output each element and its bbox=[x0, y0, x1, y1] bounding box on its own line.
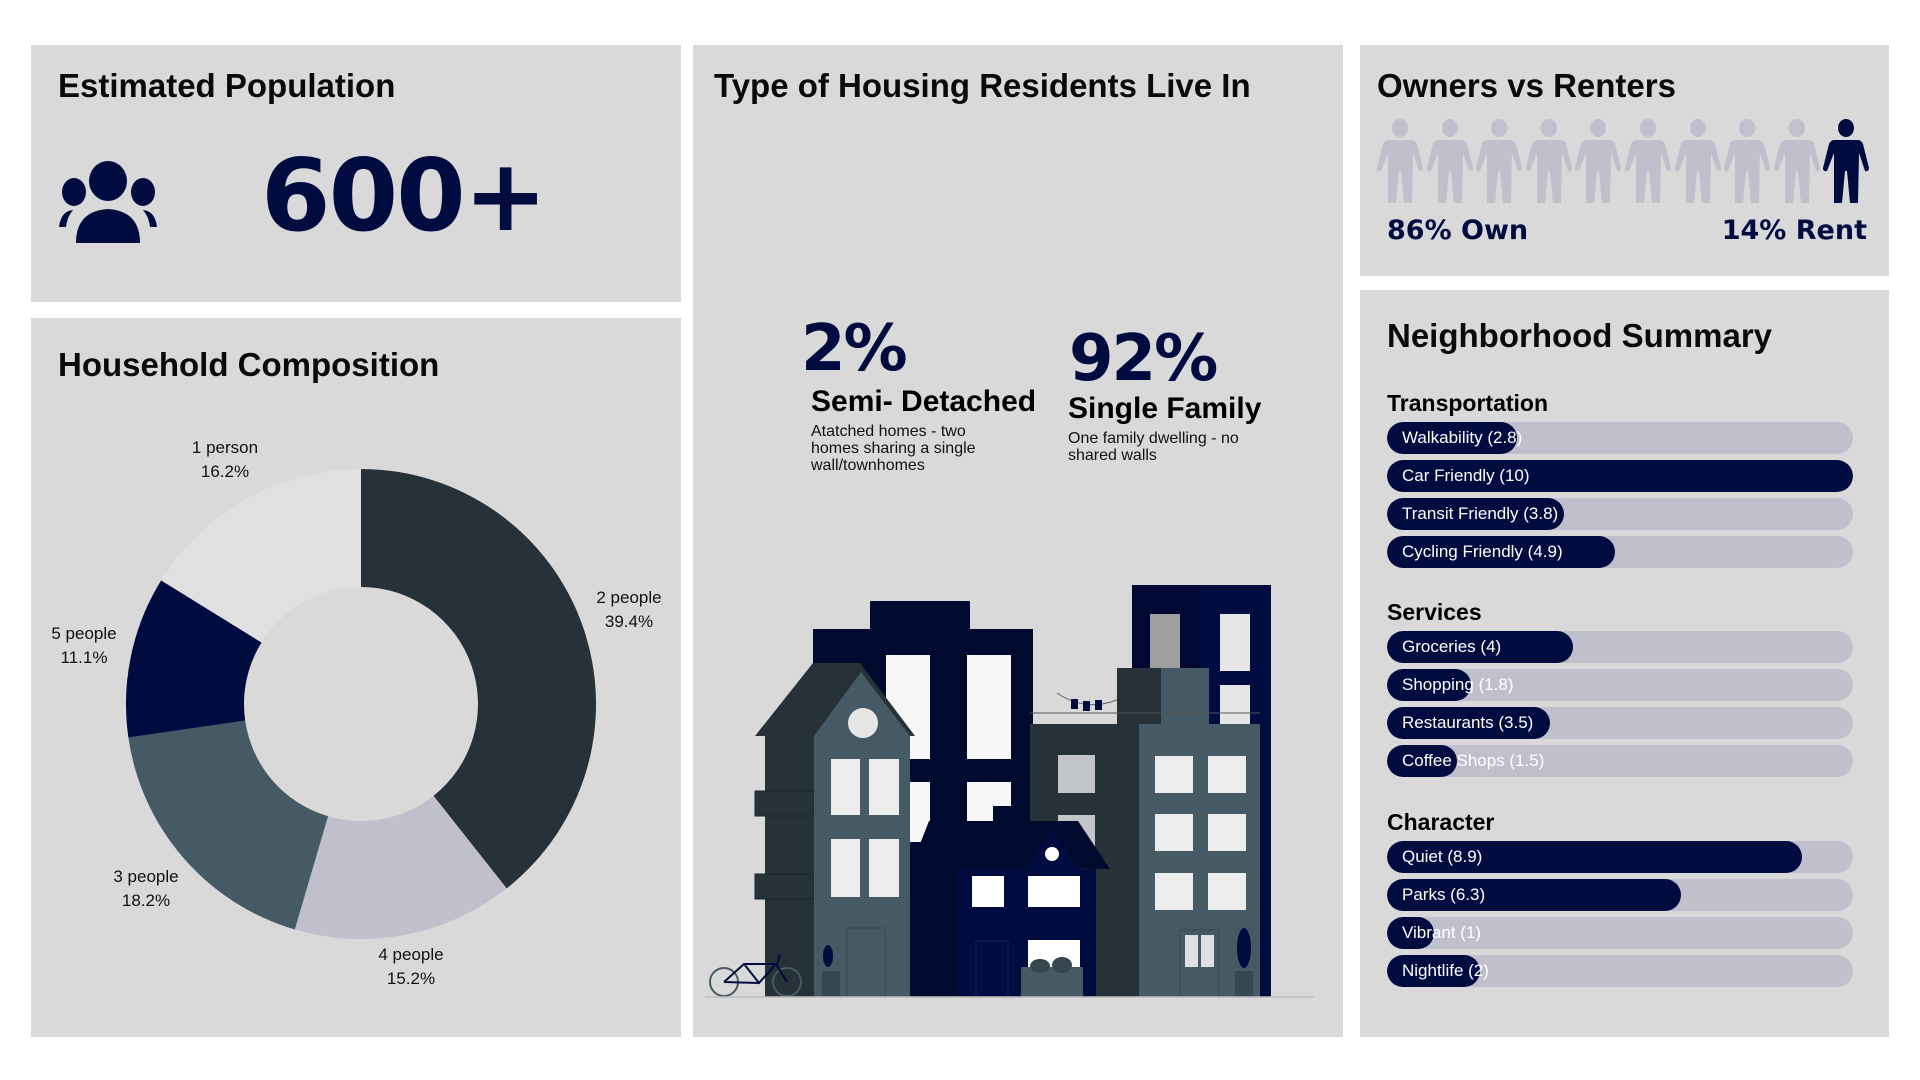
person-icon-owner bbox=[1625, 119, 1671, 205]
rating-bar-label: Cycling Friendly (4.9) bbox=[1402, 542, 1563, 561]
rating-bar-label: Transit Friendly (3.8) bbox=[1402, 504, 1559, 523]
rating-bar-fill bbox=[1387, 422, 1518, 454]
rating-bar: Walkability (2.8) bbox=[1387, 422, 1853, 454]
rating-bar: Coffee Shops (1.5) bbox=[1387, 745, 1853, 777]
donut-slice-5-people bbox=[126, 580, 262, 738]
rating-bar: Cycling Friendly (4.9) bbox=[1387, 536, 1853, 568]
rating-bar: Restaurants (3.5) bbox=[1387, 707, 1853, 739]
person-icon-owner bbox=[1426, 119, 1473, 205]
rating-bar-label: Car Friendly (10) bbox=[1402, 466, 1530, 485]
panel-title: Type of Housing Residents Live In bbox=[714, 67, 1251, 104]
rating-bar-fill bbox=[1387, 631, 1574, 663]
rating-bar-label: Quiet (8.9) bbox=[1402, 847, 1483, 866]
rating-bar: Groceries (4) bbox=[1387, 631, 1853, 663]
donut-slice-3-people bbox=[128, 720, 329, 930]
housing-type-panel: Type of Housing Residents Live In 2% Sem… bbox=[693, 45, 1343, 1037]
rating-bar-fill bbox=[1387, 536, 1616, 568]
rating-bar-label: Shopping (1.8) bbox=[1402, 675, 1514, 694]
estimated-population-panel: Estimated Population 600+ bbox=[31, 45, 681, 302]
rating-bar-fill bbox=[1387, 955, 1481, 987]
rent-percent-label: 14% Rent bbox=[1721, 215, 1867, 246]
semi-detached-percent: 2% bbox=[801, 312, 908, 386]
people-icon-row bbox=[1377, 119, 1877, 205]
rating-bar-label: Parks (6.3) bbox=[1402, 885, 1486, 904]
person-icon-renter bbox=[1823, 119, 1870, 205]
rating-bar-fill bbox=[1387, 879, 1681, 911]
donut-label-1-person: 1 person 16.2% bbox=[191, 438, 259, 481]
rating-bar: Nightlife (2) bbox=[1387, 955, 1853, 987]
people-group-icon bbox=[59, 161, 157, 243]
rating-bar: Vibrant (1) bbox=[1387, 917, 1853, 949]
person-icon-owner bbox=[1476, 119, 1523, 205]
single-family-percent: 92% bbox=[1069, 322, 1218, 396]
rating-bar-label: Walkability (2.8) bbox=[1402, 428, 1523, 447]
household-composition-panel: Household Composition 1 person 16.2% 2 pe… bbox=[31, 318, 681, 1037]
person-icon-owner bbox=[1525, 119, 1572, 205]
rating-bar: Shopping (1.8) bbox=[1387, 669, 1853, 701]
panel-title: Owners vs Renters bbox=[1377, 67, 1676, 104]
rating-bar: Car Friendly (10) bbox=[1387, 460, 1853, 492]
donut-slice-4-people bbox=[294, 795, 507, 939]
rating-bar: Quiet (8.9) bbox=[1387, 841, 1853, 873]
person-icon-owner bbox=[1575, 119, 1622, 205]
rating-bar-label: Restaurants (3.5) bbox=[1402, 713, 1534, 732]
rating-bar-fill bbox=[1387, 498, 1565, 530]
neighborhood-summary-panel: Neighborhood Summary Transportation Walka… bbox=[1360, 290, 1889, 1037]
donut-label-3-people: 3 people 18.2% bbox=[113, 867, 179, 910]
donut-slice-1-person bbox=[161, 469, 361, 643]
bicycle-icon bbox=[709, 954, 802, 997]
person-icon-owner bbox=[1674, 119, 1721, 205]
person-icon-owner bbox=[1724, 119, 1771, 205]
donut-slice-2-people bbox=[361, 469, 596, 889]
semi-detached-description: Atatched homes - two homes sharing a sin… bbox=[811, 423, 976, 474]
household-donut-chart bbox=[126, 469, 596, 939]
rating-bar: Transit Friendly (3.8) bbox=[1387, 498, 1853, 530]
summary-group-heading: Services bbox=[1387, 599, 1482, 625]
rating-bar-label: Coffee Shops (1.5) bbox=[1402, 751, 1545, 770]
donut-label-5-people: 5 people 11.1% bbox=[51, 624, 117, 667]
summary-group-transportation: Transportation Walkability (2.8) Car Frien… bbox=[1387, 388, 1853, 574]
semi-detached-label: Semi- Detached bbox=[811, 385, 1037, 418]
panel-title: Household Composition bbox=[58, 346, 440, 383]
rating-bar-label: Groceries (4) bbox=[1402, 637, 1502, 656]
person-icon-owner bbox=[1773, 119, 1820, 205]
rating-bar-label: Nightlife (2) bbox=[1402, 961, 1489, 980]
population-value: 600+ bbox=[261, 137, 548, 254]
single-family-description: One family dwelling - no shared walls bbox=[1068, 430, 1239, 464]
rating-bar-fill bbox=[1387, 669, 1471, 701]
rating-bar-fill bbox=[1387, 460, 1853, 492]
person-icon-owner bbox=[1377, 119, 1423, 205]
single-family-label: Single Family bbox=[1068, 392, 1262, 425]
buildings-illustration bbox=[705, 585, 1314, 998]
rating-bar-fill bbox=[1387, 745, 1457, 777]
panel-title: Estimated Population bbox=[58, 67, 396, 104]
summary-group-character: Character Quiet (8.9) Parks (6.3) Vibrant (… bbox=[1387, 807, 1853, 993]
donut-label-2-people: 2 people 39.4% bbox=[596, 588, 662, 631]
rating-bar-fill bbox=[1387, 707, 1551, 739]
rating-bar: Parks (6.3) bbox=[1387, 879, 1853, 911]
rating-bar-label: Vibrant (1) bbox=[1402, 923, 1482, 942]
own-percent-label: 86% Own bbox=[1387, 215, 1529, 246]
rating-bar-fill bbox=[1387, 917, 1434, 949]
rating-bar-fill bbox=[1387, 841, 1802, 873]
summary-group-services: Services Groceries (4) Shopping (1.8) Resta… bbox=[1387, 597, 1853, 783]
summary-group-heading: Character bbox=[1387, 809, 1495, 835]
panel-title: Neighborhood Summary bbox=[1387, 317, 1773, 354]
owners-vs-renters-panel: Owners vs Renters 86% Own 14% Rent bbox=[1360, 45, 1889, 276]
donut-label-4-people: 4 people 15.2% bbox=[378, 945, 444, 988]
summary-group-heading: Transportation bbox=[1387, 390, 1549, 416]
